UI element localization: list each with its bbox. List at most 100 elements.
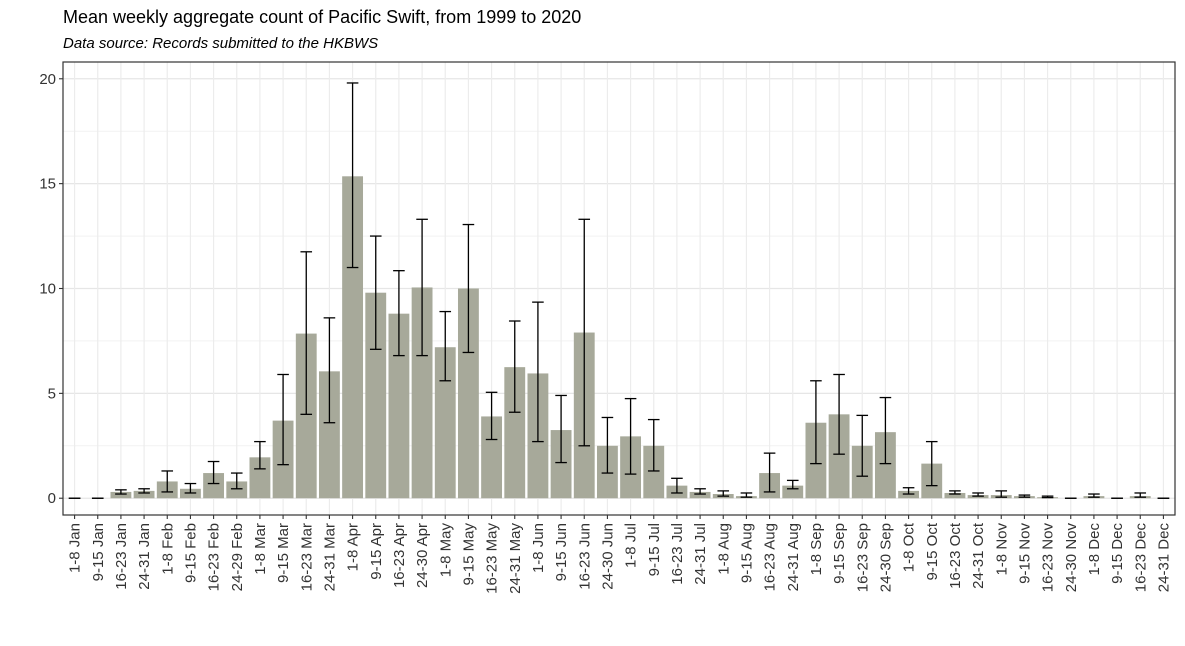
x-tick-label: 1-8 Jan (67, 523, 84, 573)
error-bar (601, 416, 614, 474)
bar (434, 347, 456, 499)
x-tick-label: 9-15 Mar (275, 523, 292, 583)
x-tick-label: 1-8 Sep (808, 523, 825, 576)
chart-subtitle: Data source: Records submitted to the HK… (63, 35, 379, 52)
error-bar-layer (68, 82, 1170, 499)
error-bar (393, 270, 405, 357)
bar (249, 457, 271, 499)
error-bar (740, 492, 753, 498)
error-bar (925, 440, 938, 487)
error-bar (254, 440, 266, 470)
x-tick-label: 9-15 Jan (90, 523, 107, 581)
x-tick-label: 1-8 Apr (345, 523, 362, 571)
x-tick-label: 16-23 Sep (854, 523, 871, 592)
x-tick-label: 1-8 May (437, 523, 454, 578)
bar (133, 490, 155, 499)
x-tick-label: 1-8 Jun (530, 523, 547, 573)
error-bar (833, 373, 845, 455)
x-tick-label: 24-31 Oct (970, 522, 987, 589)
bar (550, 430, 572, 499)
bar (318, 371, 340, 499)
error-bar (230, 472, 243, 490)
x-tick-label: 9-15 Jun (553, 523, 570, 581)
error-bar (184, 482, 197, 494)
error-bar (138, 488, 150, 494)
bar (342, 176, 364, 499)
x-tick-label: 9-15 Nov (1016, 523, 1033, 584)
x-tick-label: 1-8 Oct (901, 522, 918, 572)
error-bar (879, 396, 892, 465)
x-tick-label: 24-31 May (507, 523, 524, 594)
bar (643, 445, 665, 499)
x-tick-label: 9-15 Aug (738, 523, 755, 583)
x-tick-label: 16-23 Aug (762, 523, 779, 591)
bar (944, 492, 966, 499)
error-bar (717, 490, 730, 497)
error-bar (462, 223, 475, 354)
bar (411, 287, 433, 499)
x-tick-label: 16-23 Nov (1040, 523, 1057, 593)
x-tick-label: 24-30 Sep (877, 523, 894, 592)
error-bar (416, 218, 428, 357)
x-tick-label: 16-23 Dec (1132, 523, 1149, 593)
x-tick-label: 9-15 Oct (924, 522, 941, 580)
x-tick-label: 1-8 Feb (159, 523, 176, 575)
error-bar (810, 380, 822, 465)
error-bar (578, 218, 591, 447)
x-tick-label: 1-8 Nov (993, 523, 1010, 576)
error-bar (647, 418, 660, 472)
x-tick-label: 9-15 Dec (1109, 523, 1126, 584)
x-tick-label: 9-15 Jul (646, 523, 663, 576)
x-tick-label: 1-8 Dec (1086, 523, 1103, 576)
x-tick-label: 16-23 Apr (391, 523, 408, 588)
bar (295, 333, 317, 499)
bar (388, 313, 410, 499)
error-bar (671, 477, 683, 494)
error-bar (763, 452, 776, 493)
x-tick-label: 9-15 Sep (831, 523, 848, 584)
x-tick-label: 24-29 Feb (229, 523, 246, 591)
bar (828, 414, 850, 499)
x-tick-label: 16-23 Feb (206, 523, 223, 591)
error-bar (369, 235, 382, 350)
x-tick-label: 24-31 Aug (785, 523, 802, 591)
error-bar (1134, 492, 1147, 498)
error-bar (1041, 495, 1054, 499)
error-bar (856, 414, 869, 477)
x-tick-label: 1-8 Aug (715, 523, 732, 575)
error-bar (1018, 494, 1031, 498)
grid-layer (63, 62, 1175, 515)
error-bar (485, 391, 498, 441)
x-tick-label: 9-15 Apr (368, 523, 385, 580)
chart-title: Mean weekly aggregate count of Pacific S… (63, 7, 582, 27)
error-bar (508, 320, 521, 413)
error-bar (786, 479, 799, 490)
x-tick-label: 24-30 Apr (414, 523, 431, 588)
bar (874, 432, 896, 499)
x-tick-label: 16-23 Jul (669, 523, 686, 585)
error-bar (995, 490, 1008, 498)
x-tick-label: 24-31 Jan (136, 523, 153, 590)
y-tick-label: 15 (39, 176, 56, 193)
error-bar (902, 487, 915, 495)
error-bar (207, 460, 220, 485)
bar (504, 367, 526, 499)
error-bar (949, 490, 961, 495)
x-tick-label: 16-23 Oct (947, 522, 964, 589)
x-tick-label: 24-30 Jun (599, 523, 616, 590)
error-bar (532, 301, 544, 443)
x-tick-label: 16-23 Mar (298, 523, 315, 591)
bar (226, 481, 248, 499)
bar (689, 491, 711, 499)
error-bar (300, 251, 313, 415)
x-tick-label: 24-31 Jul (692, 523, 709, 585)
bar (457, 288, 479, 499)
error-bar (346, 82, 359, 269)
bar (481, 416, 503, 499)
error-bar (115, 489, 127, 495)
x-tick-label: 1-8 Mar (252, 523, 269, 575)
error-bar (972, 492, 984, 497)
y-tick-label: 20 (39, 71, 56, 88)
bar-layer (110, 176, 1151, 499)
